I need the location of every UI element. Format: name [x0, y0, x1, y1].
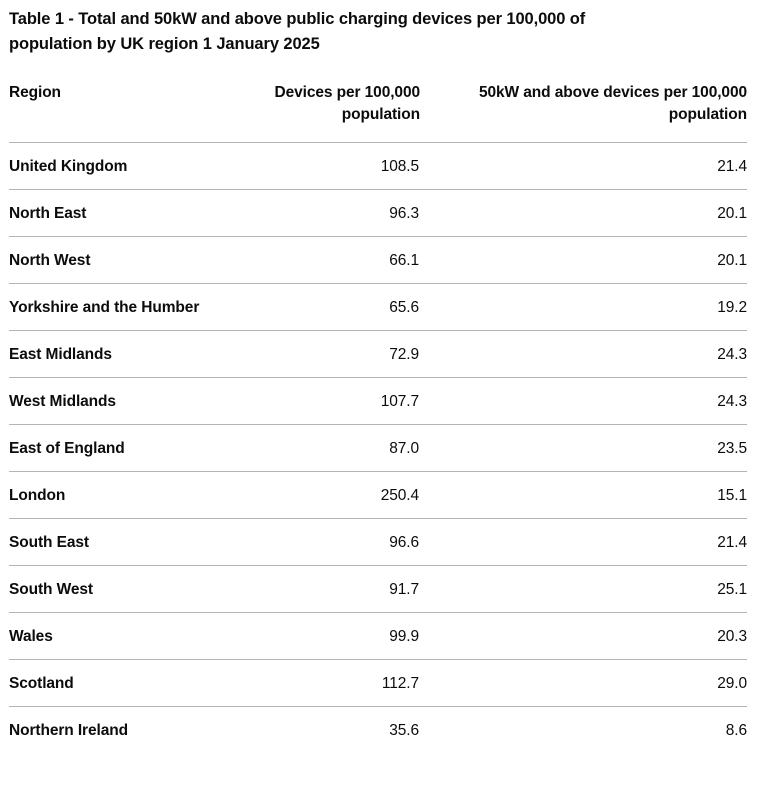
table-row: East Midlands 72.9 24.3: [9, 330, 747, 378]
cell-devices-per-100000: 107.7: [234, 377, 420, 425]
cell-devices-per-100000: 72.9: [234, 330, 420, 378]
cell-devices-per-100000: 65.6: [234, 283, 420, 331]
table-row: London 250.4 15.1: [9, 471, 747, 519]
cell-region: West Midlands: [9, 377, 234, 425]
cell-region: Northern Ireland: [9, 706, 234, 753]
table-row: Yorkshire and the Humber 65.6 19.2: [9, 283, 747, 331]
cell-50kw-and-above-devices: 24.3: [420, 377, 747, 425]
cell-region: North East: [9, 189, 234, 237]
table-row: North West 66.1 20.1: [9, 236, 747, 284]
table-row: South East 96.6 21.4: [9, 518, 747, 566]
table-row: East of England 87.0 23.5: [9, 424, 747, 472]
cell-region: South West: [9, 565, 234, 613]
table-row: North East 96.3 20.1: [9, 189, 747, 237]
cell-devices-per-100000: 112.7: [234, 659, 420, 707]
cell-region: South East: [9, 518, 234, 566]
cell-50kw-and-above-devices: 20.1: [420, 189, 747, 237]
cell-50kw-and-above-devices: 23.5: [420, 424, 747, 472]
table-header: Region Devices per 100,000 population 50…: [9, 82, 747, 143]
cell-region: United Kingdom: [9, 142, 234, 190]
cell-50kw-and-above-devices: 8.6: [420, 706, 747, 753]
table-row: South West 91.7 25.1: [9, 565, 747, 613]
cell-devices-per-100000: 87.0: [234, 424, 420, 472]
charging-devices-table: Region Devices per 100,000 population 50…: [9, 82, 747, 753]
cell-devices-per-100000: 66.1: [234, 236, 420, 284]
cell-50kw-and-above-devices: 25.1: [420, 565, 747, 613]
table-row: Wales 99.9 20.3: [9, 612, 747, 660]
cell-50kw-and-above-devices: 24.3: [420, 330, 747, 378]
cell-region: Yorkshire and the Humber: [9, 283, 234, 331]
cell-50kw-and-above-devices: 21.4: [420, 142, 747, 190]
cell-devices-per-100000: 96.3: [234, 189, 420, 237]
table-row: United Kingdom 108.5 21.4: [9, 142, 747, 190]
cell-devices-per-100000: 96.6: [234, 518, 420, 566]
cell-region: East of England: [9, 424, 234, 472]
table-row: Northern Ireland 35.6 8.6: [9, 706, 747, 753]
cell-region: Wales: [9, 612, 234, 660]
cell-region: London: [9, 471, 234, 519]
table-body: United Kingdom 108.5 21.4 North East 96.3 20.…: [9, 142, 747, 753]
cell-region: North West: [9, 236, 234, 284]
cell-devices-per-100000: 91.7: [234, 565, 420, 613]
cell-50kw-and-above-devices: 29.0: [420, 659, 747, 707]
column-header-region: Region: [9, 84, 61, 101]
cell-devices-per-100000: 250.4: [234, 471, 420, 519]
cell-region: Scotland: [9, 659, 234, 707]
table-row: West Midlands 107.7 24.3: [9, 377, 747, 425]
column-header-devices-per-100000: Devices per 100,000 population: [274, 84, 421, 123]
cell-region: East Midlands: [9, 330, 234, 378]
cell-devices-per-100000: 99.9: [234, 612, 420, 660]
cell-devices-per-100000: 108.5: [234, 142, 420, 190]
table-row: Scotland 112.7 29.0: [9, 659, 747, 707]
column-header-50kw-and-above-devices: 50kW and above devices per 100,000 popul…: [478, 84, 747, 123]
table-page: Table 1 - Total and 50kW and above publi…: [9, 10, 747, 753]
table-title: Table 1 - Total and 50kW and above publi…: [9, 10, 586, 53]
cell-50kw-and-above-devices: 20.1: [420, 236, 747, 284]
cell-50kw-and-above-devices: 19.2: [420, 283, 747, 331]
cell-50kw-and-above-devices: 20.3: [420, 612, 747, 660]
cell-devices-per-100000: 35.6: [234, 706, 420, 753]
cell-50kw-and-above-devices: 21.4: [420, 518, 747, 566]
cell-50kw-and-above-devices: 15.1: [420, 471, 747, 519]
table-header-row: Region Devices per 100,000 population 50…: [9, 82, 747, 143]
